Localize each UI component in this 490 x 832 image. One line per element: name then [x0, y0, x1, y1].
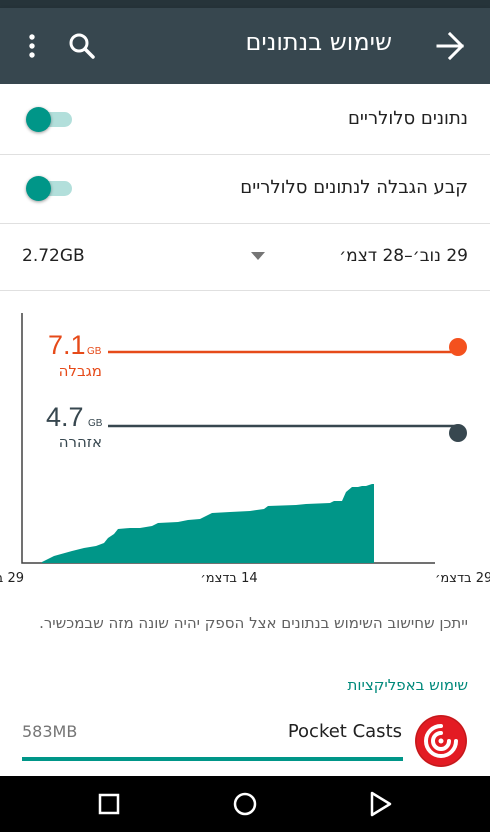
app-name: Pocket Casts	[287, 721, 402, 742]
cellular-data-row[interactable]: נתונים סלולריים	[0, 84, 490, 155]
set-limit-row[interactable]: קבע הגבלה לנתונים סלולריים	[0, 155, 490, 224]
page-title: שימוש בנתונים	[245, 28, 392, 56]
cellular-data-toggle[interactable]	[26, 107, 74, 132]
status-bar	[0, 0, 490, 8]
search-icon[interactable]	[64, 28, 100, 64]
x-label-end: 29 בדצמ׳	[435, 571, 490, 586]
back-icon[interactable]	[364, 788, 396, 820]
set-limit-label: קבע הגבלה לנתונים סלולריים	[240, 177, 468, 198]
warning-unit: GB	[88, 418, 103, 429]
pocket-casts-icon	[415, 715, 467, 767]
limit-unit: GB	[87, 346, 102, 357]
toggle-thumb	[26, 176, 51, 201]
cellular-data-label: נתונים סלולריים	[347, 108, 468, 129]
home-icon[interactable]	[229, 788, 261, 820]
x-label-start: 29 בנוב׳	[0, 571, 24, 586]
warning-label: אזהרה	[59, 433, 102, 451]
set-limit-toggle[interactable]	[26, 176, 74, 201]
dropdown-arrow-icon[interactable]	[250, 251, 266, 261]
app-usage-header: שימוש באפליקציות	[347, 676, 468, 694]
app-usage-bar	[22, 757, 403, 761]
data-usage-chart: 7.1 GB מגבלה 4.7 GB אזהרה 29 בנוב׳ 14 בד…	[0, 313, 490, 586]
x-label-mid: 14 בדצמ׳	[200, 571, 257, 586]
app-usage-row[interactable]: 583MB Pocket Casts	[0, 708, 490, 776]
usage-area	[42, 484, 374, 563]
cycle-total: 2.72GB	[22, 246, 85, 266]
limit-value: 7.1	[48, 330, 86, 360]
arrow-back-icon[interactable]	[432, 28, 468, 64]
data-disclaimer: ייתכן שחישוב השימוש בנתונים אצל הספק יהי…	[39, 614, 468, 632]
limit-handle	[449, 338, 467, 356]
warning-handle	[449, 424, 467, 442]
app-bar: שימוש בנתונים	[0, 8, 490, 84]
more-options-icon[interactable]	[14, 28, 50, 64]
nav-bar	[0, 776, 490, 832]
limit-label: מגבלה	[59, 362, 102, 380]
toggle-thumb	[26, 107, 51, 132]
warning-value: 4.7	[46, 402, 84, 432]
recent-apps-icon[interactable]	[93, 788, 125, 820]
cycle-range: 29 נוב׳–28 דצמ׳	[339, 246, 468, 266]
cycle-selector[interactable]: 29 נוב׳–28 דצמ׳ 2.72GB	[0, 224, 490, 291]
app-usage-size: 583MB	[22, 722, 78, 741]
